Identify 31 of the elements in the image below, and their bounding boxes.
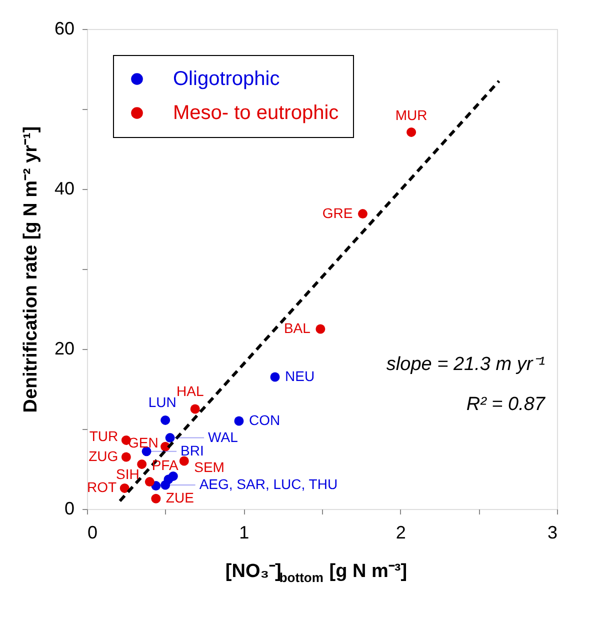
x-tick-label: 1 [239, 522, 250, 542]
y-tick-label: 0 [64, 498, 74, 518]
annotation: GEN [128, 434, 158, 451]
annotation: MUR [395, 107, 428, 124]
annotation: NEU [285, 368, 315, 384]
annotation: ZUG [88, 448, 118, 464]
x-tick-label: 0 [88, 522, 98, 542]
annotation: TUR [89, 428, 118, 444]
annotation: slope = 21.3 m yr⁻¹ [386, 354, 545, 375]
x-tick-label: 2 [396, 522, 406, 542]
annotation: LUN [148, 394, 176, 410]
annotation: R² = 0.87 [466, 394, 546, 415]
y-tick-label: 60 [54, 18, 74, 38]
annotation: HAL [176, 383, 204, 399]
annotation: PFA [152, 457, 179, 474]
y-tick-label: 40 [54, 178, 74, 198]
annotation: ROT [87, 479, 118, 496]
annotation: CON [248, 412, 280, 428]
annotation: SEM [194, 459, 224, 475]
annotation: GRE [322, 204, 353, 221]
annotation: BAL [284, 320, 311, 336]
legend-label: Oligotrophic [173, 68, 280, 90]
annotation: ZUE [166, 490, 194, 506]
y-tick-label: 20 [54, 338, 74, 358]
annotation: BRI [180, 442, 204, 458]
x-tick-label: 3 [547, 522, 558, 542]
legend-label: Meso- to eutrophic [173, 102, 339, 124]
annotation: WAL [208, 428, 238, 445]
annotation: SIH [116, 466, 140, 482]
annotation: AEG, SAR, LUC, THU [199, 476, 338, 492]
y-axis-title: Denitrification rate [g N m⁻² yr⁻¹] [20, 126, 42, 413]
